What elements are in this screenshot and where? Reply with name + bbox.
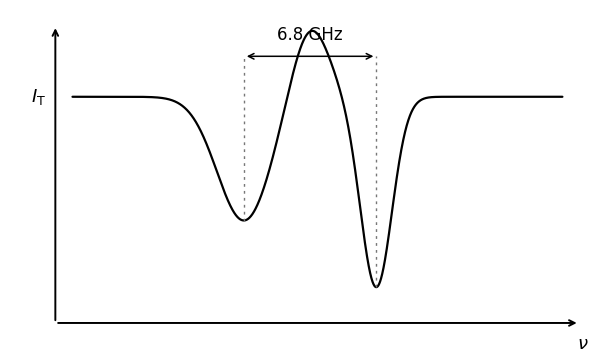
Text: 6.8 GHz: 6.8 GHz xyxy=(277,27,343,44)
Text: ν: ν xyxy=(577,335,587,353)
Text: $I_\mathrm{T}$: $I_\mathrm{T}$ xyxy=(31,87,47,107)
